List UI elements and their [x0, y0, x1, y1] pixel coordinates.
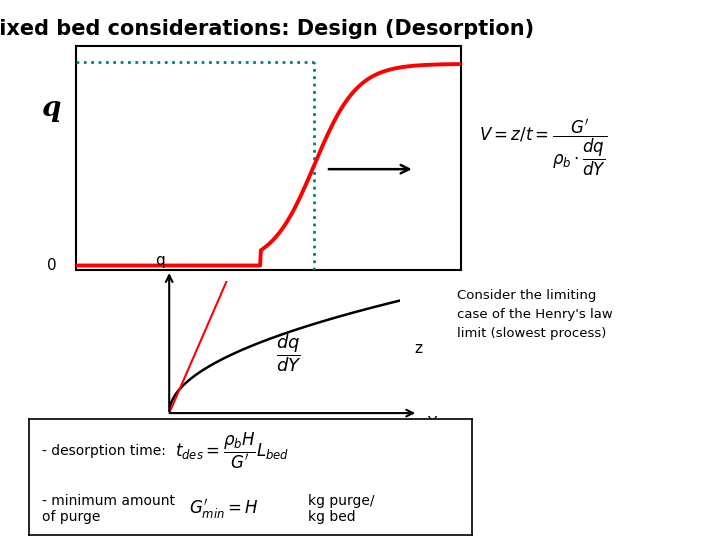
Text: Consider the limiting
case of the Henry's law
limit (slowest process): Consider the limiting case of the Henry'…	[457, 289, 613, 340]
Text: $V = z/t = \dfrac{G^{\prime}}{\rho_b \cdot \dfrac{dq}{dY}}$: $V = z/t = \dfrac{G^{\prime}}{\rho_b \cd…	[479, 118, 607, 179]
Text: - desorption time:: - desorption time:	[42, 444, 166, 458]
Text: $\dfrac{dq}{dY}$: $\dfrac{dq}{dY}$	[276, 333, 302, 374]
Text: q: q	[155, 253, 165, 267]
Text: $G^{\prime}_{min} = H$: $G^{\prime}_{min} = H$	[189, 497, 258, 521]
Text: $t_{des} = \dfrac{\rho_b H}{G^{\prime}} L_{bed}$: $t_{des} = \dfrac{\rho_b H}{G^{\prime}} …	[176, 431, 289, 471]
Text: z: z	[414, 341, 422, 356]
Text: - minimum amount
of purge: - minimum amount of purge	[42, 494, 175, 524]
Text: Fixed bed considerations: Design (Desorption): Fixed bed considerations: Design (Desorp…	[0, 19, 534, 39]
Text: kg purge/
kg bed: kg purge/ kg bed	[307, 494, 374, 524]
Text: Y: Y	[427, 416, 436, 431]
Text: q: q	[41, 95, 60, 122]
Text: 0: 0	[47, 258, 56, 273]
